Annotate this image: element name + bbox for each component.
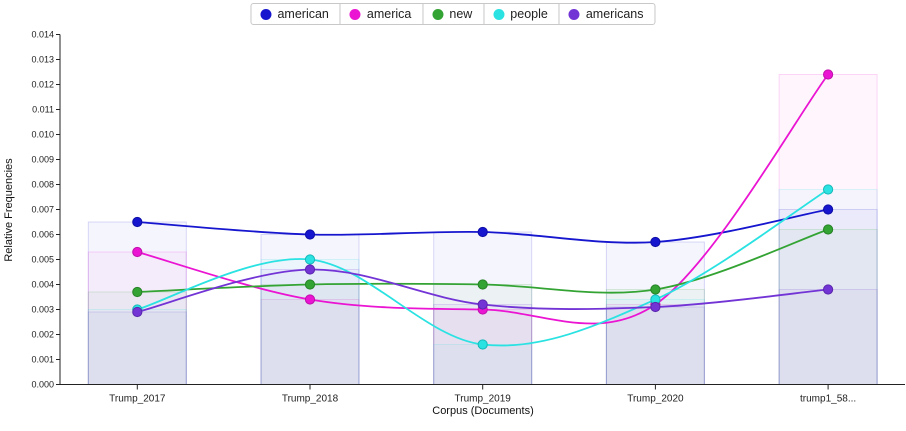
legend-dot-icon <box>260 8 272 20</box>
y-tick-label: 0.010 <box>31 130 54 140</box>
data-point-america-1[interactable] <box>304 294 316 305</box>
y-tick-label: 0.008 <box>31 180 54 190</box>
legend-label: american <box>277 6 329 21</box>
y-tick-label: 0.009 <box>31 155 54 165</box>
legend-item-new[interactable]: new <box>422 3 485 25</box>
legend-dot-icon <box>432 8 444 20</box>
y-tick-label: 0.006 <box>31 230 54 240</box>
data-points <box>132 69 834 350</box>
legend-label: new <box>449 6 473 21</box>
data-point-new-0[interactable] <box>132 286 143 298</box>
legend-label: people <box>510 6 548 21</box>
legend-dot-icon <box>568 8 580 20</box>
y-tick-label: 0.001 <box>31 355 54 365</box>
data-point-people-1[interactable] <box>304 254 316 265</box>
legend-item-americans[interactable]: americans <box>558 3 656 25</box>
x-axis-ticks: Trump_2017 Trump_2018 Trump_2019 Trump_2020… <box>109 384 856 405</box>
data-point-american-3[interactable] <box>650 236 661 248</box>
x-tick-label-0: Trump_2017 <box>109 394 166 405</box>
data-point-people-4[interactable] <box>823 184 834 195</box>
x-tick-label-2: Trump_2019 <box>455 394 512 405</box>
data-point-americans-2[interactable] <box>477 299 488 310</box>
legend-dot-icon <box>349 8 361 20</box>
data-point-americans-0[interactable] <box>132 306 143 318</box>
data-point-america-4[interactable] <box>823 69 834 80</box>
data-point-americans-4[interactable] <box>823 284 834 295</box>
data-point-americans-3[interactable] <box>650 301 661 313</box>
legend-label: america <box>366 6 412 21</box>
x-tick-label-1: Trump_2018 <box>282 394 339 405</box>
data-point-america-0[interactable] <box>132 246 143 258</box>
legend-item-people[interactable]: people <box>483 3 560 25</box>
background-bars <box>87 74 878 385</box>
y-tick-label: 0.013 <box>31 55 54 65</box>
data-point-american-4[interactable] <box>823 204 834 215</box>
data-point-people-2[interactable] <box>477 339 488 350</box>
data-point-americans-1[interactable] <box>304 264 316 275</box>
data-point-american-2[interactable] <box>477 226 488 238</box>
bar-people-2 <box>433 344 533 385</box>
bar-americans-0 <box>87 311 187 385</box>
y-tick-label: 0.002 <box>31 330 54 340</box>
bar-americans-4 <box>778 289 878 385</box>
data-point-new-4[interactable] <box>823 224 834 235</box>
x-axis-title: Corpus (Documents) <box>432 405 533 417</box>
x-tick-label-3: Trump_2020 <box>627 394 684 405</box>
legend: american america new people americans <box>250 3 656 25</box>
bar-america-0 <box>87 251 187 385</box>
data-point-american-1[interactable] <box>304 229 316 240</box>
y-axis-ticks: 0.000 0.001 0.002 0.003 0.004 0.005 0.006 0.007… <box>31 30 60 390</box>
y-tick-label: 0.003 <box>31 305 54 315</box>
y-tick-label: 0.000 <box>31 380 54 390</box>
y-tick-label: 0.012 <box>31 80 54 90</box>
data-point-american-0[interactable] <box>132 216 143 228</box>
legend-item-american[interactable]: american <box>250 3 341 25</box>
series-curve-america <box>136 73 829 325</box>
bar-americans-3 <box>605 306 705 385</box>
y-tick-label: 0.011 <box>32 105 54 115</box>
bar-american-4 <box>778 209 878 385</box>
legend-label: americans <box>585 6 644 21</box>
y-tick-label: 0.014 <box>31 30 54 40</box>
y-axis-title: Relative Frequencies <box>3 158 15 262</box>
y-tick-label: 0.007 <box>31 205 54 215</box>
data-point-new-1[interactable] <box>304 279 316 290</box>
y-tick-label: 0.004 <box>31 280 54 290</box>
bar-people-0 <box>87 309 187 385</box>
legend-dot-icon <box>493 8 505 20</box>
y-tick-label: 0.005 <box>31 255 54 265</box>
legend-item-america[interactable]: america <box>339 3 424 25</box>
bar-new-4 <box>778 229 878 385</box>
data-point-new-3[interactable] <box>650 284 661 295</box>
x-tick-label-4: trump1_58... <box>800 394 856 405</box>
bar-america-2 <box>433 309 533 385</box>
data-point-new-2[interactable] <box>477 279 488 290</box>
